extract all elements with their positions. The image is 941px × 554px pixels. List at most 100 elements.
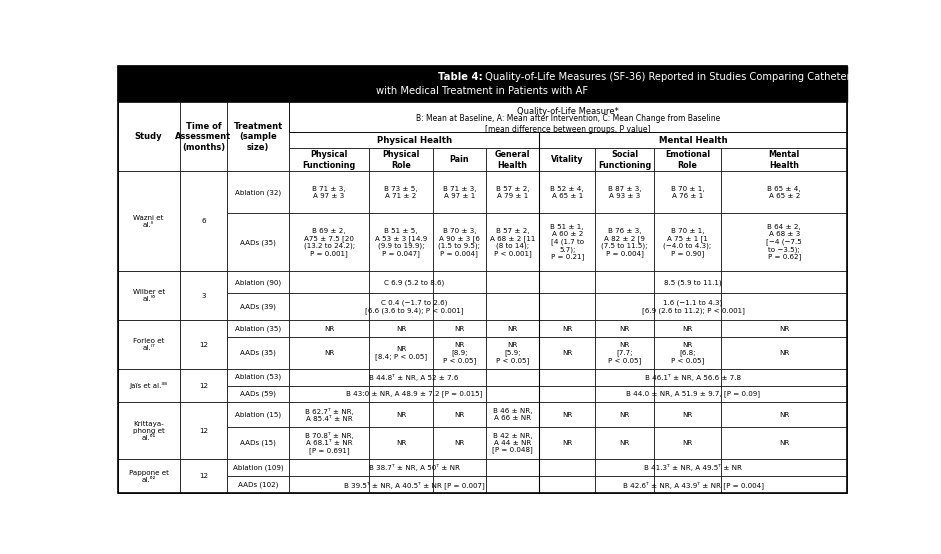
Text: Ablation (32): Ablation (32) [235,189,281,196]
Text: 3: 3 [201,293,205,299]
Bar [433,369,486,386]
Text: B 57 ± 2,
A 68 ± 2 [11
(8 to 14);
P < 0.001]: B 57 ± 2, A 68 ± 2 [11 (8 to 14); P < 0.… [490,228,535,257]
Bar [433,148,486,171]
Text: NR: NR [562,326,572,332]
Bar [227,402,289,427]
Bar [118,171,180,271]
Text: Vitality: Vitality [550,156,583,165]
Bar [369,293,433,321]
Bar [369,459,433,476]
Text: Quality-of-Life Measure*: Quality-of-Life Measure* [517,107,619,116]
Bar [180,321,227,337]
Bar [227,213,289,271]
Bar [118,476,180,493]
Bar [227,427,289,459]
Text: NR: NR [455,440,465,446]
Bar [722,369,847,386]
Bar [118,271,180,293]
Text: NR
[6.8;
P < 0.05]: NR [6.8; P < 0.05] [671,342,704,364]
Bar [654,386,722,402]
Text: Treatment
(sample
size): Treatment (sample size) [233,122,282,152]
Text: NR: NR [396,440,407,446]
Bar [118,337,180,369]
Text: B 46.1ᵀ ± NR, A 56.6 ± 7.8: B 46.1ᵀ ± NR, A 56.6 ± 7.8 [645,374,741,381]
Text: Wazni et
al.ᴵᴵ: Wazni et al.ᴵᴵ [134,215,164,228]
Text: NR
[5.9;
P < 0.05]: NR [5.9; P < 0.05] [496,342,529,364]
Bar [227,369,289,386]
Bar [180,476,227,493]
Bar [118,369,180,386]
Bar [486,476,539,493]
Text: NR: NR [779,326,789,332]
Text: NR: NR [619,326,630,332]
Bar [539,476,596,493]
Bar [539,171,596,213]
Bar [486,427,539,459]
Bar [486,459,539,476]
Text: B 76 ± 3,
A 82 ± 2 [9
(7.5 to 11.5);
P = 0.004]: B 76 ± 3, A 82 ± 2 [9 (7.5 to 11.5); P =… [601,228,647,257]
Text: B 64 ± 2,
A 68 ± 3
[−4 (−7.5
to −3.5);
P = 0.62]: B 64 ± 2, A 68 ± 3 [−4 (−7.5 to −3.5); P… [766,224,802,260]
Bar [289,427,369,459]
Text: Time of
Assessment
(months): Time of Assessment (months) [175,122,231,152]
Text: B 62.7ᵀ ± NR,
A 85.4ᵀ ± NR: B 62.7ᵀ ± NR, A 85.4ᵀ ± NR [305,408,354,422]
Bar [654,293,722,321]
Bar [227,459,289,476]
Bar [180,369,227,386]
Text: B 70.8ᵀ ± NR,
A 68.1ᵀ ± NR
[P = 0.691]: B 70.8ᵀ ± NR, A 68.1ᵀ ± NR [P = 0.691] [305,432,354,454]
Bar [180,321,227,369]
Text: Ablation (15): Ablation (15) [235,411,281,418]
Text: B 70 ± 1,
A 75 ± 1 [1
(−4.0 to 4.3);
P = 0.90]: B 70 ± 1, A 75 ± 1 [1 (−4.0 to 4.3); P =… [663,228,711,257]
Bar [654,148,722,171]
Bar [722,213,847,271]
Bar [180,386,227,402]
Text: 12: 12 [199,428,208,434]
Bar [118,171,180,213]
Bar [180,213,227,271]
Bar [118,102,847,132]
Bar [539,213,596,271]
Bar [722,148,847,171]
Bar [118,402,180,459]
Bar [539,402,596,427]
Text: NR: NR [682,326,693,332]
Text: AADs (59): AADs (59) [240,391,276,397]
Text: NR: NR [619,440,630,446]
Text: NR
[7.7;
P < 0.05]: NR [7.7; P < 0.05] [608,342,641,364]
Bar [486,271,539,293]
Bar [486,369,539,386]
Text: General
Health: General Health [495,150,531,170]
Text: B 70 ± 3,
A 90 ± 3 [6
(1.5 to 9.5);
P = 0.004]: B 70 ± 3, A 90 ± 3 [6 (1.5 to 9.5); P = … [439,228,480,257]
Bar [369,271,433,293]
Text: B 41.3ᵀ ± NR, A 49.5ᵀ ± NR: B 41.3ᵀ ± NR, A 49.5ᵀ ± NR [644,464,742,471]
Bar [369,213,433,271]
Text: B 73 ± 5,
A 71 ± 2: B 73 ± 5, A 71 ± 2 [384,186,418,199]
Text: B 44.8ᵀ ± NR, A 52 ± 7.6: B 44.8ᵀ ± NR, A 52 ± 7.6 [370,374,459,381]
Bar [369,427,433,459]
Bar [596,476,654,493]
Bar [369,171,433,213]
Bar [722,402,847,427]
Text: Ablation (53): Ablation (53) [235,374,281,381]
Bar [722,171,847,213]
Text: Pappone et
al.⁶²: Pappone et al.⁶² [129,470,168,483]
Text: 12: 12 [199,342,208,348]
Bar [180,271,227,321]
Bar [433,427,486,459]
Bar [486,337,539,369]
Bar [118,369,180,402]
Bar [227,171,289,213]
Bar [596,271,654,293]
Bar [654,213,722,271]
Bar [596,402,654,427]
Text: 8.5 (5.9 to 11.1): 8.5 (5.9 to 11.1) [664,279,722,285]
Bar [180,271,227,293]
Text: NR: NR [396,326,407,332]
Bar [289,459,369,476]
Bar [180,171,227,213]
Text: B 52 ± 4,
A 65 ± 1: B 52 ± 4, A 65 ± 1 [550,186,584,199]
Text: Jaïs et al.³⁸: Jaïs et al.³⁸ [130,382,167,389]
Bar [289,321,369,337]
Text: NR: NR [396,412,407,418]
Text: NR: NR [562,412,572,418]
Bar [722,293,847,321]
